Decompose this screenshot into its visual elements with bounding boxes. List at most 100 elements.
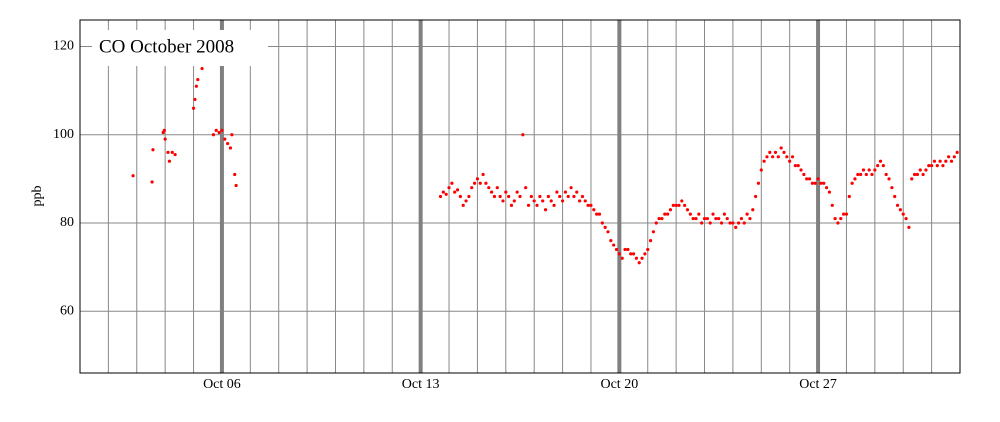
point <box>643 252 647 256</box>
point <box>614 247 619 252</box>
point <box>719 221 724 225</box>
point <box>714 216 718 221</box>
point <box>912 172 917 177</box>
point <box>484 181 488 185</box>
point <box>629 252 633 256</box>
grid <box>80 20 960 373</box>
point <box>558 194 562 199</box>
x-tick-label: Oct 06 <box>203 377 241 392</box>
point <box>220 128 224 132</box>
point <box>700 221 704 225</box>
point <box>932 159 937 163</box>
point <box>867 168 871 172</box>
point <box>895 203 900 207</box>
point <box>444 192 448 196</box>
point <box>691 216 695 221</box>
point <box>677 203 681 207</box>
point <box>501 199 505 203</box>
point <box>555 190 559 194</box>
point <box>487 186 491 190</box>
chart-title: CO October 2008 <box>99 36 234 57</box>
point <box>864 172 868 177</box>
point <box>941 164 945 168</box>
point <box>150 180 154 184</box>
point <box>475 177 480 181</box>
point <box>526 203 531 207</box>
point <box>543 208 548 212</box>
point <box>898 208 902 212</box>
point <box>200 66 204 71</box>
point <box>515 190 519 194</box>
point <box>214 128 218 132</box>
point <box>569 186 573 190</box>
point <box>927 164 931 168</box>
point <box>734 225 738 229</box>
point <box>612 243 616 247</box>
point <box>722 212 726 216</box>
point <box>492 194 497 199</box>
point <box>779 146 783 150</box>
point <box>870 172 874 177</box>
point <box>844 212 849 216</box>
point <box>648 239 653 243</box>
point <box>600 221 604 225</box>
point <box>586 203 590 207</box>
point <box>609 239 613 243</box>
point <box>549 199 553 203</box>
point <box>637 261 641 265</box>
point <box>603 225 607 229</box>
point <box>674 203 678 207</box>
point <box>833 216 837 221</box>
point <box>918 168 922 172</box>
point <box>660 216 664 221</box>
point <box>705 216 709 221</box>
point <box>731 221 735 225</box>
point <box>541 199 545 203</box>
point <box>450 181 454 185</box>
point <box>873 168 877 172</box>
x-tick-label: Oct 13 <box>402 377 440 392</box>
point <box>512 199 516 203</box>
point <box>839 216 843 221</box>
point <box>683 203 687 207</box>
point <box>234 183 238 188</box>
point <box>807 177 812 181</box>
point <box>538 194 542 199</box>
point <box>447 186 451 190</box>
point <box>790 155 795 159</box>
point <box>193 97 197 102</box>
point <box>924 168 928 172</box>
point <box>751 208 755 212</box>
point <box>788 159 792 163</box>
point <box>782 150 786 154</box>
point <box>518 194 522 199</box>
point <box>881 164 885 168</box>
point <box>495 186 499 190</box>
point <box>759 168 763 172</box>
point <box>620 256 624 260</box>
point <box>578 199 582 203</box>
point <box>566 194 570 199</box>
point <box>546 194 550 199</box>
point <box>952 155 956 159</box>
point <box>847 194 851 199</box>
point <box>478 181 482 185</box>
point <box>805 177 809 181</box>
point <box>796 164 800 168</box>
point <box>671 203 675 207</box>
point <box>935 164 939 168</box>
point <box>634 256 638 260</box>
point <box>816 177 820 181</box>
point <box>887 177 891 181</box>
point <box>762 159 766 163</box>
point <box>464 199 468 203</box>
point <box>765 155 769 159</box>
point <box>725 216 729 221</box>
point <box>467 194 471 199</box>
point <box>810 181 814 185</box>
point <box>668 208 673 212</box>
point <box>162 128 166 132</box>
point <box>194 84 198 88</box>
y-tick-label: 80 <box>60 215 74 230</box>
point <box>856 172 860 177</box>
